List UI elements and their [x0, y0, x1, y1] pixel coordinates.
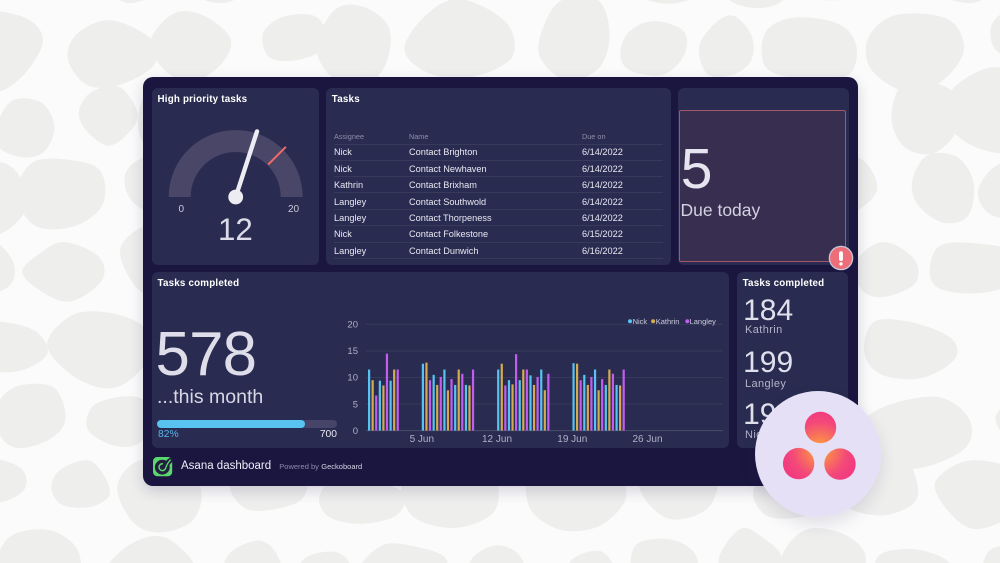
svg-text:Nick: Nick: [633, 317, 648, 326]
svg-text:Kathrin: Kathrin: [656, 317, 680, 326]
svg-text:Langley: Langley: [690, 317, 717, 326]
svg-text:0: 0: [353, 426, 358, 437]
svg-text:20: 20: [347, 320, 358, 331]
svg-text:26 Jun: 26 Jun: [632, 434, 662, 445]
svg-text:10: 10: [347, 373, 358, 384]
svg-text:12 Jun: 12 Jun: [482, 434, 512, 445]
svg-text:5: 5: [353, 399, 358, 410]
svg-text:19 Jun: 19 Jun: [557, 434, 587, 445]
svg-text:5 Jun: 5 Jun: [410, 434, 434, 445]
svg-text:15: 15: [347, 346, 358, 357]
